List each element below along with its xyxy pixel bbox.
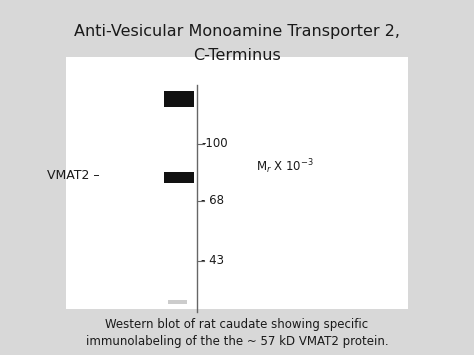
Text: C-Terminus: C-Terminus (193, 48, 281, 62)
Text: - 68: - 68 (201, 194, 225, 207)
Text: M$_r$ X 10$^{-3}$: M$_r$ X 10$^{-3}$ (256, 158, 314, 176)
Text: Western blot of rat caudate showing specific: Western blot of rat caudate showing spec… (105, 318, 369, 331)
Text: immunolabeling of the the ~ 57 kD VMAT2 protein.: immunolabeling of the the ~ 57 kD VMAT2 … (86, 335, 388, 348)
Bar (168, 300, 187, 304)
Bar (164, 91, 194, 107)
Text: - 43: - 43 (201, 255, 225, 267)
Text: -100: -100 (201, 137, 228, 150)
Bar (66, 57, 408, 309)
Bar (164, 172, 194, 183)
Text: Anti-Vesicular Monoamine Transporter 2,: Anti-Vesicular Monoamine Transporter 2, (74, 24, 400, 39)
Text: VMAT2 –: VMAT2 – (47, 169, 100, 182)
